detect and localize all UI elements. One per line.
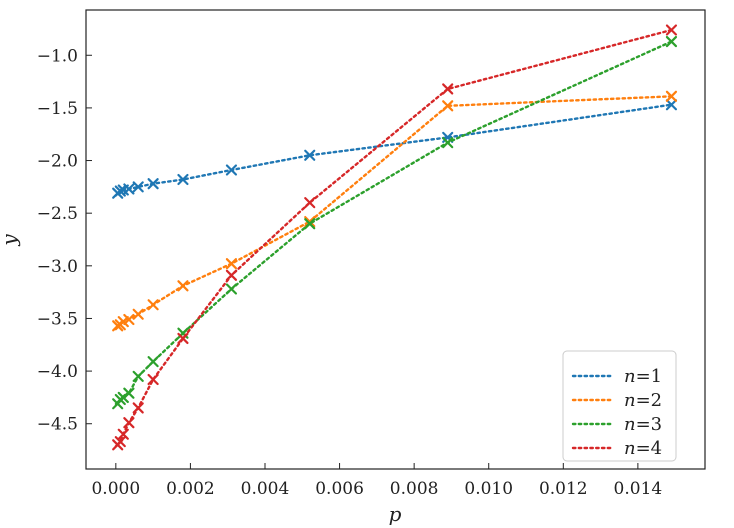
data-point-marker bbox=[147, 373, 159, 386]
data-point-marker bbox=[442, 100, 454, 112]
legend-label: n=3 bbox=[624, 414, 662, 435]
series-layer bbox=[112, 24, 678, 451]
x-tick-label: 0.000 bbox=[91, 479, 140, 499]
series-4 bbox=[112, 24, 678, 451]
plot-frame bbox=[85, 9, 706, 470]
x-tick-label: 0.002 bbox=[166, 479, 215, 499]
data-point-marker bbox=[117, 316, 129, 328]
data-point-marker bbox=[132, 370, 144, 382]
y-tick-label: −1.0 bbox=[37, 46, 78, 66]
legend-entry: n=1 bbox=[571, 366, 662, 387]
data-point-marker bbox=[132, 181, 144, 193]
series-line bbox=[116, 40, 673, 405]
y-axis-ticks: −1.0 −1.5 −2.0 −2.5 −3.0 −3.5 −4.0 −4.5 bbox=[37, 46, 92, 435]
legend-entry: n=2 bbox=[571, 390, 662, 411]
data-point-marker bbox=[304, 197, 316, 209]
data-point-marker bbox=[225, 164, 238, 176]
data-point-marker bbox=[304, 218, 316, 230]
data-point-marker bbox=[114, 185, 126, 197]
x-tick-label: 0.012 bbox=[539, 479, 588, 499]
x-tick-label: 0.008 bbox=[390, 479, 439, 499]
x-axis-label: p bbox=[389, 502, 402, 526]
legend-label: n=2 bbox=[624, 390, 662, 411]
legend: n=1 n=2 n=3 n=4 bbox=[562, 350, 677, 462]
y-tick-label: −3.5 bbox=[37, 309, 78, 329]
x-tick-label: 0.004 bbox=[241, 479, 290, 499]
data-point-marker bbox=[114, 436, 126, 448]
data-point-marker bbox=[132, 402, 144, 414]
y-tick-label: −4.5 bbox=[37, 415, 78, 435]
legend-entry: n=4 bbox=[571, 438, 662, 459]
series-line bbox=[116, 95, 673, 327]
x-axis-ticks: 0.000 0.002 0.004 0.006 0.008 0.010 0.012 0.014 bbox=[91, 463, 662, 499]
data-point-marker bbox=[117, 428, 129, 440]
y-tick-label: −4.0 bbox=[37, 362, 78, 382]
x-tick-label: 0.014 bbox=[614, 479, 663, 499]
y-tick-label: −3.0 bbox=[37, 257, 78, 277]
data-point-marker bbox=[123, 183, 135, 195]
data-point-marker bbox=[123, 387, 135, 399]
data-point-marker bbox=[177, 280, 189, 292]
data-point-marker bbox=[665, 35, 678, 48]
data-point-marker bbox=[123, 313, 135, 326]
legend-entry: n=3 bbox=[571, 414, 662, 435]
series-2 bbox=[112, 90, 678, 332]
data-point-marker bbox=[304, 149, 316, 161]
data-point-marker bbox=[225, 269, 238, 281]
data-point-marker bbox=[665, 24, 678, 36]
y-axis-label: y bbox=[0, 234, 21, 247]
data-point-marker bbox=[147, 356, 159, 368]
x-tick-label: 0.010 bbox=[464, 479, 513, 499]
y-tick-label: −2.5 bbox=[37, 204, 78, 224]
data-point-marker bbox=[147, 299, 159, 311]
y-tick-label: −1.5 bbox=[37, 99, 78, 119]
legend-label: n=4 bbox=[624, 438, 662, 459]
data-point-marker bbox=[132, 308, 144, 320]
data-point-marker bbox=[442, 83, 454, 95]
series-3 bbox=[112, 35, 678, 410]
data-point-marker bbox=[123, 417, 135, 429]
legend-box bbox=[562, 350, 677, 462]
data-point-marker bbox=[177, 173, 189, 186]
data-point-marker bbox=[147, 178, 159, 190]
data-point-marker bbox=[665, 99, 678, 111]
x-tick-label: 0.006 bbox=[315, 479, 364, 499]
legend-label: n=1 bbox=[624, 366, 662, 387]
data-point-marker bbox=[225, 283, 238, 295]
data-point-marker bbox=[442, 137, 454, 149]
y-tick-label: −2.0 bbox=[37, 152, 78, 172]
data-point-marker bbox=[225, 258, 238, 270]
data-point-marker bbox=[304, 216, 316, 228]
data-point-marker bbox=[177, 332, 189, 345]
data-point-marker bbox=[665, 90, 678, 102]
